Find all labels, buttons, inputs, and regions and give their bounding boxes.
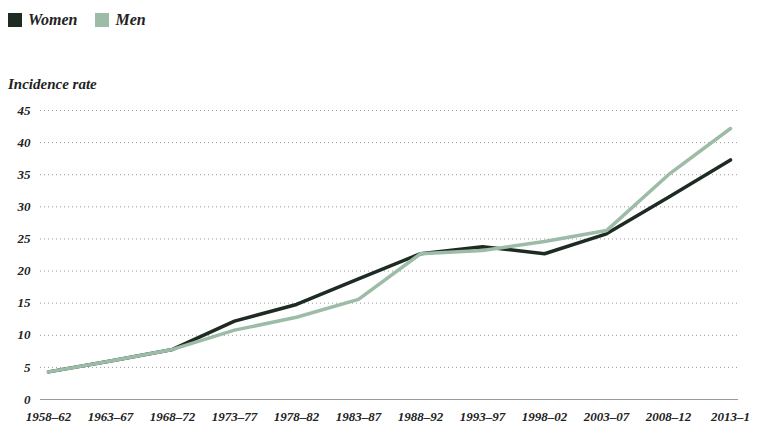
- svg-text:2013–1: 2013–1: [710, 409, 750, 424]
- svg-text:5: 5: [24, 360, 31, 375]
- svg-text:0: 0: [24, 392, 31, 407]
- svg-text:10: 10: [18, 327, 32, 342]
- svg-text:25: 25: [17, 231, 32, 246]
- svg-text:30: 30: [17, 199, 32, 214]
- svg-text:15: 15: [18, 295, 32, 310]
- svg-text:35: 35: [17, 167, 32, 182]
- svg-text:1958–62: 1958–62: [26, 409, 72, 424]
- svg-text:45: 45: [17, 103, 32, 118]
- svg-text:1988–92: 1988–92: [398, 409, 444, 424]
- svg-text:1993–97: 1993–97: [460, 409, 506, 424]
- svg-text:1973–77: 1973–77: [212, 409, 258, 424]
- svg-text:1983–87: 1983–87: [336, 409, 382, 424]
- svg-text:2003–07: 2003–07: [583, 409, 630, 424]
- svg-text:2008–12: 2008–12: [645, 409, 692, 424]
- svg-text:20: 20: [17, 263, 32, 278]
- html-text:Women: Women: [28, 11, 78, 28]
- html-text:Incidence rate: Incidence rate: [8, 76, 97, 92]
- svg-text:1963–67: 1963–67: [88, 409, 134, 424]
- svg-text:40: 40: [17, 135, 32, 150]
- svg-text:1998–02: 1998–02: [522, 409, 568, 424]
- svg-text:1968–72: 1968–72: [150, 409, 196, 424]
- svg-text:1978–82: 1978–82: [274, 409, 320, 424]
- html-text:Men: Men: [115, 11, 146, 28]
